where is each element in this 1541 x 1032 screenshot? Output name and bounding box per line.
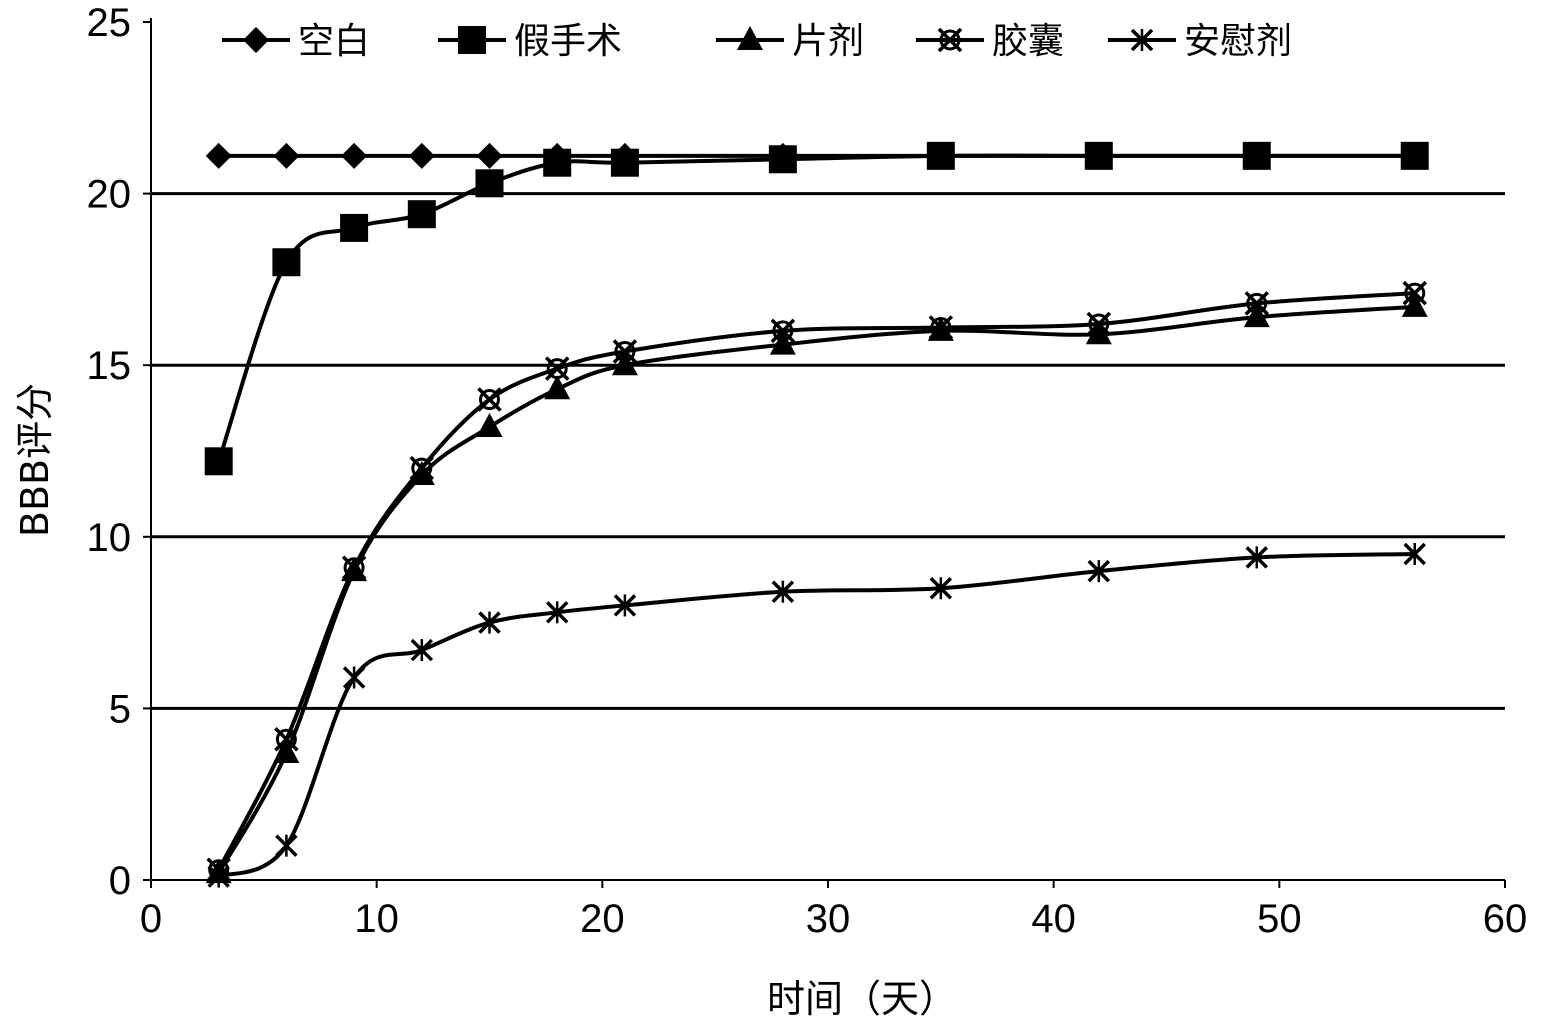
- data-point-3-56: [1402, 280, 1427, 306]
- y-tick-label-20: 20: [87, 173, 132, 217]
- data-point-2-49: [1243, 303, 1270, 328]
- x-axis-title: 时间（天）: [767, 977, 957, 1021]
- data-point-3-12: [409, 455, 435, 481]
- legend-item-4: 安慰剂: [1108, 21, 1292, 62]
- data-point-4-3: [207, 865, 230, 888]
- data-point-0-9: [341, 142, 368, 169]
- data-point-0-3: [205, 142, 232, 169]
- legend-label-1: 假手术: [514, 21, 622, 62]
- data-point-3-15: [477, 387, 502, 412]
- data-point-2-15: [476, 412, 503, 437]
- x-tick-label-50: 50: [1257, 897, 1302, 941]
- data-point-4-49: [1245, 546, 1269, 569]
- data-point-2-56: [1401, 292, 1428, 317]
- data-point-3-28: [770, 318, 796, 344]
- y-tick-label-5: 5: [109, 687, 131, 731]
- data-point-2-21: [611, 351, 638, 376]
- data-point-4-35: [929, 577, 953, 600]
- data-point-1-12: [407, 200, 436, 229]
- legend-label-3: 胶囊: [992, 21, 1064, 62]
- legend-marker-3: [937, 27, 963, 53]
- data-point-1-35: [926, 141, 955, 170]
- y-tick-label-25: 25: [87, 1, 132, 45]
- data-point-4-9: [342, 666, 366, 689]
- legend: 空白 假手术 片剂 胶囊 安慰剂: [222, 21, 1292, 62]
- series-line-3: [216, 291, 1415, 871]
- legend-marker-0: [243, 27, 269, 53]
- legend-marker-1: [458, 26, 486, 54]
- legend-label-4: 安慰剂: [1184, 21, 1292, 62]
- data-point-3-49: [1244, 291, 1270, 316]
- legend-item-0: 空白: [222, 21, 370, 62]
- data-point-1-56: [1400, 141, 1429, 170]
- data-point-4-28: [771, 580, 795, 603]
- series-2: [205, 292, 1428, 884]
- series-1: [204, 141, 1429, 476]
- series-line-4: [217, 551, 1415, 879]
- series-3: [206, 280, 1427, 882]
- legend-item-1: 假手术: [438, 21, 622, 62]
- data-point-3-42: [1086, 311, 1112, 337]
- data-point-4-18: [545, 601, 569, 624]
- data-point-3-35: [928, 315, 954, 340]
- data-point-1-6: [272, 248, 301, 277]
- series-lines: [204, 141, 1429, 888]
- axes: [143, 18, 1506, 888]
- series-4: [207, 542, 1426, 888]
- x-tick-label-10: 10: [354, 897, 399, 941]
- legend-item-3: 胶囊: [916, 21, 1064, 62]
- data-point-1-42: [1084, 141, 1113, 170]
- y-axis-title: BBB评分: [13, 383, 57, 537]
- legend-item-2: 片剂: [716, 21, 864, 62]
- data-point-0-6: [273, 142, 300, 169]
- data-point-1-3: [204, 447, 233, 476]
- data-point-3-18: [544, 356, 570, 381]
- data-point-1-28: [768, 145, 797, 174]
- data-point-1-9: [340, 213, 369, 242]
- x-tick-label-20: 20: [580, 897, 625, 941]
- gridlines: [151, 192, 1505, 710]
- data-point-3-9: [341, 555, 367, 580]
- x-tick-label-60: 60: [1483, 897, 1528, 941]
- y-tick-label-10: 10: [87, 516, 132, 560]
- data-point-4-42: [1087, 559, 1111, 583]
- data-point-0-12: [408, 142, 435, 169]
- data-point-3-21: [612, 339, 638, 364]
- data-point-3-6: [274, 727, 299, 752]
- legend-marker-2: [737, 26, 763, 50]
- data-point-1-49: [1242, 141, 1271, 170]
- data-point-1-18: [543, 148, 572, 177]
- data-point-0-15: [476, 142, 503, 169]
- data-point-4-6: [275, 834, 298, 857]
- tick-labels: 0 5 10 15 20 25 0 10 20 30 40 50 60: [87, 1, 1528, 941]
- x-tick-label-0: 0: [140, 897, 162, 941]
- data-point-2-18: [544, 375, 571, 400]
- data-point-1-15: [475, 169, 504, 198]
- data-point-2-28: [769, 330, 796, 355]
- legend-label-0: 空白: [298, 21, 370, 62]
- x-tick-label-30: 30: [806, 897, 851, 941]
- y-tick-label-0: 0: [109, 859, 131, 903]
- x-tick-label-40: 40: [1031, 897, 1076, 941]
- series-line-1: [216, 153, 1415, 462]
- data-point-4-56: [1403, 542, 1426, 566]
- data-point-4-12: [410, 638, 434, 662]
- legend-marker-4: [1130, 28, 1154, 52]
- data-point-4-21: [613, 594, 637, 617]
- data-point-1-21: [610, 148, 639, 177]
- y-tick-label-15: 15: [87, 344, 132, 388]
- legend-label-2: 片剂: [792, 21, 864, 62]
- data-point-4-15: [478, 611, 501, 634]
